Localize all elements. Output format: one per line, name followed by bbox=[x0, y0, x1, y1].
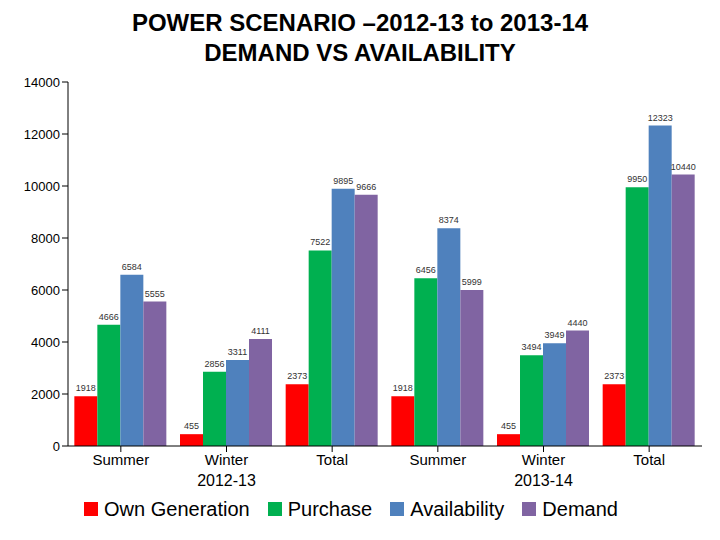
svg-text:Total: Total bbox=[316, 451, 348, 468]
svg-text:7522: 7522 bbox=[310, 237, 330, 247]
svg-text:3949: 3949 bbox=[544, 330, 564, 340]
svg-text:4440: 4440 bbox=[567, 318, 587, 328]
svg-text:9950: 9950 bbox=[627, 174, 647, 184]
svg-text:Winter: Winter bbox=[205, 451, 248, 468]
svg-text:6000: 6000 bbox=[31, 283, 60, 298]
html-text:Own Generation: Own Generation bbox=[104, 497, 250, 520]
svg-text:12323: 12323 bbox=[648, 113, 673, 123]
svg-text:4666: 4666 bbox=[99, 312, 119, 322]
svg-text:6456: 6456 bbox=[416, 265, 436, 275]
svg-text:Summer: Summer bbox=[409, 451, 466, 468]
html-text:Demand: Demand bbox=[542, 497, 618, 520]
svg-text:Total: Total bbox=[633, 451, 665, 468]
svg-text:9666: 9666 bbox=[356, 182, 376, 192]
svg-text:8374: 8374 bbox=[439, 215, 459, 225]
svg-text:1918: 1918 bbox=[76, 383, 96, 393]
svg-text:2373: 2373 bbox=[604, 371, 624, 381]
svg-text:10440: 10440 bbox=[671, 162, 696, 172]
svg-text:2373: 2373 bbox=[287, 371, 307, 381]
html-text:POWER SCENARIO –2012-13 to 201: POWER SCENARIO –2012-13 to 2013-14 bbox=[131, 9, 589, 36]
svg-text:2856: 2856 bbox=[204, 359, 224, 369]
svg-text:8000: 8000 bbox=[31, 231, 60, 246]
svg-text:3311: 3311 bbox=[228, 347, 247, 357]
svg-text:4000: 4000 bbox=[31, 335, 60, 350]
svg-text:5555: 5555 bbox=[145, 289, 165, 299]
svg-text:455: 455 bbox=[184, 421, 199, 431]
svg-text:1918: 1918 bbox=[393, 383, 413, 393]
svg-text:4111: 4111 bbox=[251, 326, 270, 336]
html-text:DEMAND VS AVAILABILITY: DEMAND VS AVAILABILITY bbox=[204, 39, 516, 66]
svg-text:3494: 3494 bbox=[521, 342, 541, 352]
html-text:Purchase: Purchase bbox=[287, 497, 373, 520]
svg-text:10000: 10000 bbox=[24, 179, 60, 194]
svg-text:5999: 5999 bbox=[462, 277, 482, 287]
html-text:Availability: Availability bbox=[410, 497, 505, 520]
html-text:2013-14: 2013-14 bbox=[514, 472, 573, 489]
svg-text:9895: 9895 bbox=[333, 176, 353, 186]
html-text:2012-13: 2012-13 bbox=[197, 472, 256, 489]
svg-text:14000: 14000 bbox=[24, 75, 60, 90]
svg-text:2000: 2000 bbox=[31, 387, 60, 402]
svg-text:Winter: Winter bbox=[522, 451, 565, 468]
svg-text:12000: 12000 bbox=[24, 127, 60, 142]
svg-text:455: 455 bbox=[501, 421, 516, 431]
svg-text:Summer: Summer bbox=[92, 451, 149, 468]
svg-text:0: 0 bbox=[53, 439, 60, 454]
svg-text:6584: 6584 bbox=[122, 262, 142, 272]
